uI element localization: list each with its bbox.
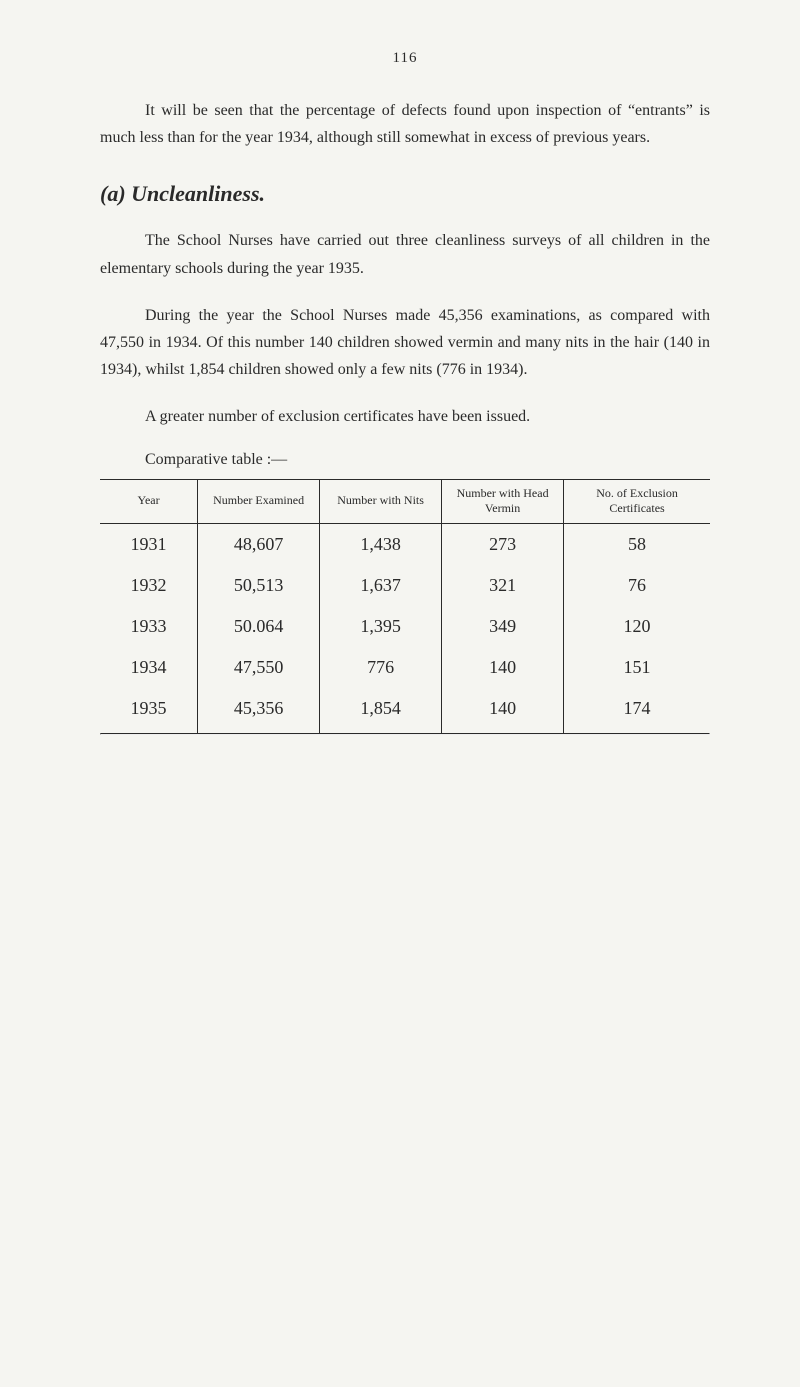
table-cell: 349	[442, 606, 564, 647]
section-label: (a)	[100, 181, 126, 206]
table-header-cell: Year	[100, 479, 198, 523]
table-bottom-rule	[100, 733, 710, 735]
table-cell: 273	[442, 523, 564, 565]
table-cell: 50,513	[198, 565, 320, 606]
table-cell: 48,607	[198, 523, 320, 565]
table-row: 1932 50,513 1,637 321 76	[100, 565, 710, 606]
table-cell: 1,438	[320, 523, 442, 565]
table-row: 1931 48,607 1,438 273 58	[100, 523, 710, 565]
table-cell: 321	[442, 565, 564, 606]
body-paragraph: It will be seen that the percentage of d…	[100, 97, 710, 151]
table-cell: 120	[564, 606, 710, 647]
table-cell: 45,356	[198, 688, 320, 733]
table-header-row: Year Number Examined Number with Nits Nu…	[100, 479, 710, 523]
table-cell: 1934	[100, 647, 198, 688]
table-header-cell: No. of Exclusion Certificates	[564, 479, 710, 523]
table-cell: 151	[564, 647, 710, 688]
table-cell: 174	[564, 688, 710, 733]
comparative-table: Year Number Examined Number with Nits Nu…	[100, 479, 710, 733]
table-cell: 47,550	[198, 647, 320, 688]
table-row: 1935 45,356 1,854 140 174	[100, 688, 710, 733]
table-row: 1934 47,550 776 140 151	[100, 647, 710, 688]
table-cell: 1,395	[320, 606, 442, 647]
table-cell: 1,854	[320, 688, 442, 733]
table-cell: 76	[564, 565, 710, 606]
section-title: Uncleanliness.	[131, 181, 265, 206]
table-cell: 50.064	[198, 606, 320, 647]
table-header-cell: Number Examined	[198, 479, 320, 523]
table-caption: Comparative table :—	[100, 451, 710, 469]
page-number: 116	[100, 50, 710, 67]
table-cell: 1932	[100, 565, 198, 606]
section-heading: (a) Uncleanliness.	[100, 181, 710, 207]
table-header-cell: Number with Nits	[320, 479, 442, 523]
table-cell: 140	[442, 688, 564, 733]
document-page: 116 It will be seen that the percentage …	[0, 0, 800, 1387]
body-paragraph: The School Nurses have carried out three…	[100, 227, 710, 281]
table-cell: 140	[442, 647, 564, 688]
table-cell: 1931	[100, 523, 198, 565]
table-cell: 1935	[100, 688, 198, 733]
table-cell: 776	[320, 647, 442, 688]
table-cell: 58	[564, 523, 710, 565]
table-cell: 1,637	[320, 565, 442, 606]
table-row: 1933 50.064 1,395 349 120	[100, 606, 710, 647]
body-paragraph: A greater number of exclusion certificat…	[100, 403, 710, 430]
body-paragraph: During the year the School Nurses made 4…	[100, 302, 710, 384]
table-cell: 1933	[100, 606, 198, 647]
table-header-cell: Number with Head Vermin	[442, 479, 564, 523]
